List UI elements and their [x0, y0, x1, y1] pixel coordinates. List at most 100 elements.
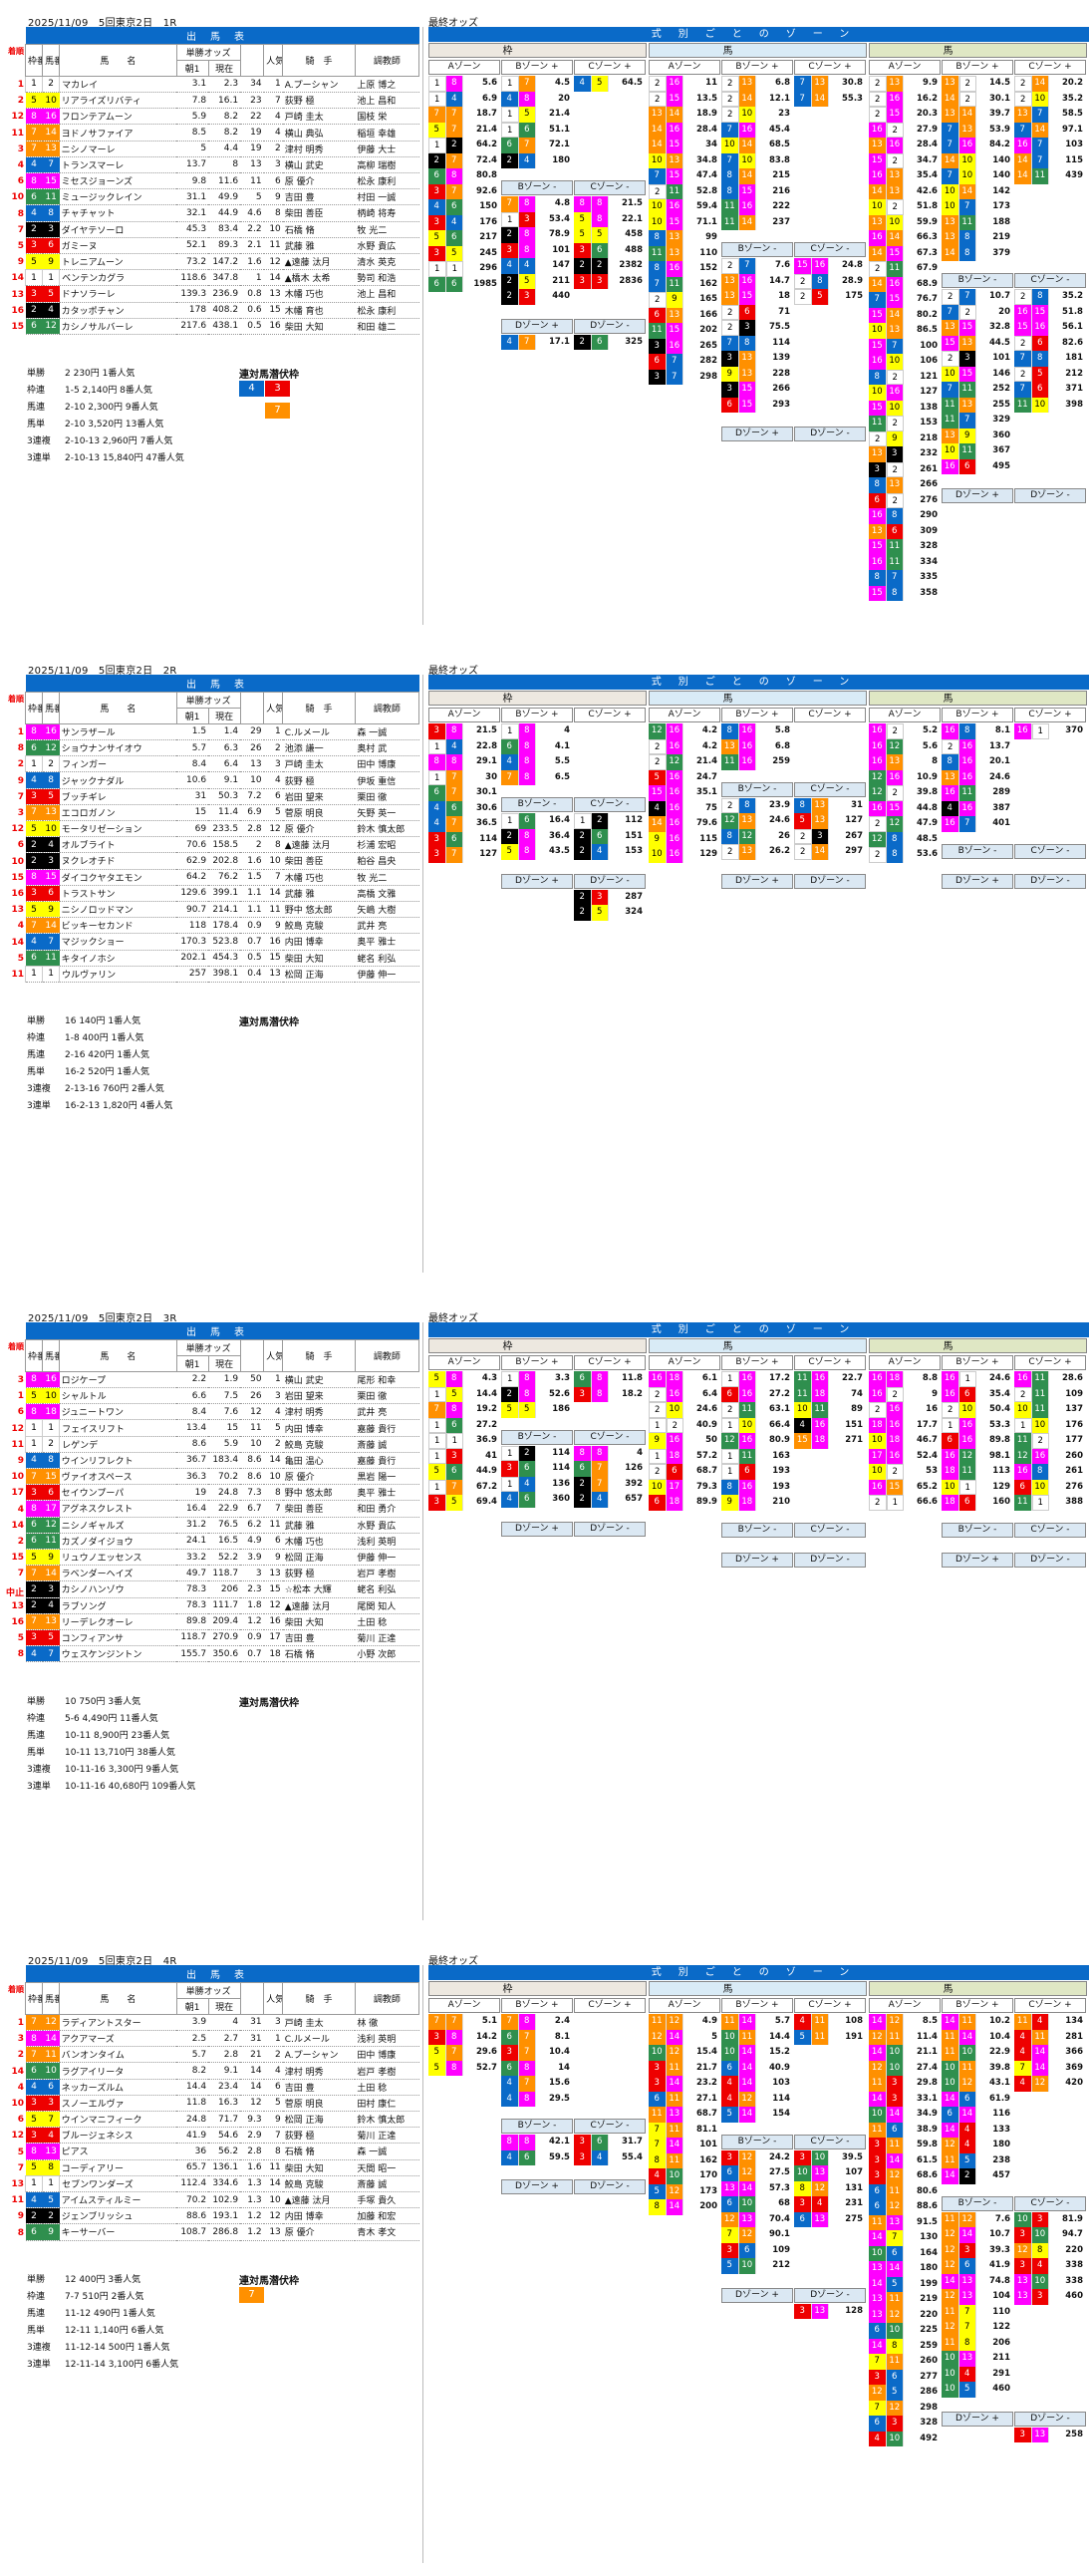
odds-row[interactable]: 3 2 261 — [869, 461, 941, 477]
odds-row[interactable]: 7 8 181 — [1014, 351, 1086, 367]
odds-row[interactable]: 2 7 10.7 — [942, 289, 1013, 305]
odds-row[interactable]: 12 8 48.5 — [869, 831, 941, 847]
table-row[interactable]: 8 17 アグネスクレスト 16.4 22.9 6.7 7 柴田 善臣 和田 勇介 — [25, 1500, 419, 1518]
odds-row[interactable]: 1 4 136 — [501, 1476, 573, 1492]
odds-row[interactable]: 6 7 30.1 — [428, 785, 500, 801]
odds-row[interactable]: 12 16 4.2 — [649, 723, 720, 739]
table-row[interactable]: 7 13 リーデレクオーレ 89.8 209.4 1.2 16 柴田 大知 土田 稔 — [25, 1613, 419, 1630]
odds-row[interactable]: 16 8 261 — [1014, 1464, 1086, 1480]
odds-row[interactable]: 5 12 173 — [649, 2183, 720, 2199]
table-row[interactable]: 1 1 ウルヴァリン 257 398.1 0.4 13 松岡 正海 伊藤 伸一 — [24, 965, 419, 983]
odds-row[interactable]: 8 16 5.8 — [721, 723, 793, 739]
horse-name[interactable]: スノーエルヴァ — [59, 2095, 177, 2113]
odds-row[interactable]: 16 8 290 — [869, 508, 941, 524]
horse-name[interactable]: ラブソング — [59, 1597, 177, 1614]
odds-row[interactable]: 12 13 104 — [942, 2289, 1013, 2305]
odds-row[interactable]: 1 3 53.4 — [501, 211, 573, 227]
odds-row[interactable]: 10 14 68.5 — [721, 138, 793, 153]
odds-row[interactable]: 15 16 56.1 — [1014, 320, 1086, 336]
odds-row[interactable]: 6 10 276 — [1014, 1479, 1086, 1495]
horse-name[interactable]: ウインリフレクト — [59, 1452, 177, 1470]
odds-row[interactable]: 10 13 211 — [942, 2351, 1013, 2367]
odds-row[interactable]: 16 1 370 — [1014, 723, 1086, 739]
odds-row[interactable]: 1 16 53.3 — [942, 1417, 1013, 1433]
horse-name[interactable]: ジャックナダル — [59, 771, 177, 789]
odds-row[interactable]: 10 7 173 — [942, 199, 1013, 215]
odds-row[interactable]: 11 16 222 — [721, 199, 793, 215]
odds-row[interactable]: 4 16 151 — [794, 1417, 866, 1433]
odds-row[interactable]: 16 10 106 — [869, 354, 941, 370]
odds-row[interactable]: 2 8 35.2 — [1014, 289, 1086, 305]
odds-row[interactable]: 14 4 133 — [942, 2122, 1013, 2138]
odds-row[interactable]: 5 11 191 — [794, 2029, 866, 2045]
odds-row[interactable]: 3 7 298 — [649, 369, 720, 385]
table-row[interactable]: 2 3 ダイヤテソーロ 45.3 83.4 2.2 10 石橋 脩牧 光二 — [25, 221, 419, 238]
odds-row[interactable]: 3 16 265 — [649, 338, 720, 354]
odds-row[interactable]: 13 6 309 — [869, 523, 941, 539]
odds-row[interactable]: 7 12 298 — [869, 2400, 941, 2416]
odds-row[interactable]: 10 13 107 — [794, 2165, 866, 2181]
odds-row[interactable]: 11 3 29.8 — [869, 2076, 941, 2092]
odds-row[interactable]: 17 16 52.4 — [869, 1448, 941, 1464]
odds-row[interactable]: 2 3 75.5 — [721, 320, 793, 336]
horse-name[interactable]: ガミーヌ — [59, 237, 177, 254]
odds-row[interactable]: 14 8 379 — [942, 245, 1013, 261]
odds-row[interactable]: 11 2 177 — [1014, 1433, 1086, 1449]
odds-row[interactable]: 15 18 271 — [794, 1433, 866, 1449]
odds-row[interactable]: 1 11 163 — [721, 1448, 793, 1464]
odds-row[interactable]: 3 8 14.2 — [428, 2029, 500, 2045]
odds-row[interactable]: 11 7 329 — [942, 413, 1013, 429]
odds-row[interactable]: 3 13 139 — [721, 351, 793, 367]
odds-row[interactable]: 4 6 30.6 — [428, 800, 500, 816]
odds-row[interactable]: 11 2 153 — [869, 416, 941, 431]
odds-row[interactable]: 16 12 5.6 — [869, 738, 941, 754]
odds-row[interactable]: 10 11 137 — [1014, 1402, 1086, 1418]
odds-row[interactable]: 6 12 88.6 — [869, 2199, 941, 2215]
horse-name[interactable]: エコロガノン — [59, 804, 177, 822]
odds-row[interactable]: 10 16 127 — [869, 385, 941, 401]
odds-row[interactable]: 6 11 27.1 — [649, 2091, 720, 2107]
horse-name[interactable]: ジェンブリッシュ — [59, 2207, 177, 2225]
odds-row[interactable]: 4 10 492 — [869, 2431, 941, 2446]
odds-row[interactable]: 6 13 166 — [649, 307, 720, 323]
table-row[interactable]: 8 15 ダイコクヤタエモン 64.2 76.2 1.5 7 木幡 巧也牧 光二 — [25, 869, 419, 886]
odds-row[interactable]: 4 6 59.5 — [501, 2149, 573, 2165]
odds-row[interactable]: 16 2 5.2 — [869, 723, 941, 739]
horse-name[interactable]: モータリゼーション — [59, 820, 177, 838]
odds-row[interactable]: 14 13 74.8 — [942, 2273, 1013, 2289]
odds-row[interactable]: 10 2 51.8 — [869, 199, 941, 215]
odds-row[interactable]: 3 8 101 — [501, 242, 573, 258]
horse-name[interactable]: ダイコクヤタエモン — [59, 869, 177, 886]
odds-row[interactable]: 11 6 38.9 — [869, 2122, 941, 2138]
odds-row[interactable]: 12 14 5 — [649, 2029, 720, 2045]
odds-row[interactable]: 6 8 11.8 — [574, 1371, 646, 1387]
odds-row[interactable]: 2 2 2382 — [574, 258, 646, 274]
odds-row[interactable]: 11 14 10.4 — [942, 2029, 1013, 2045]
table-row[interactable]: 5 10 モータリゼーション 69 233.5 2.8 12 原 優介 鈴木 慎太郎 — [25, 820, 419, 838]
odds-row[interactable]: 1 7 67.2 — [428, 1479, 500, 1495]
odds-row[interactable]: 3 5 245 — [428, 245, 500, 261]
odds-row[interactable]: 6 13 275 — [794, 2211, 866, 2227]
horse-name[interactable]: カタッポチャン — [59, 302, 177, 319]
odds-row[interactable]: 13 14 180 — [869, 2261, 941, 2277]
odds-row[interactable]: 10 1 129 — [942, 1479, 1013, 1495]
odds-row[interactable]: 2 11 52.8 — [649, 183, 720, 199]
odds-row[interactable]: 9 16 115 — [649, 831, 720, 847]
odds-row[interactable]: 2 14 297 — [794, 844, 866, 860]
odds-row[interactable]: 6 16 89.8 — [942, 1433, 1013, 1449]
odds-row[interactable]: 15 8 358 — [869, 585, 941, 601]
odds-row[interactable]: 10 4 291 — [942, 2366, 1013, 2382]
odds-row[interactable]: 7 15 47.4 — [649, 168, 720, 184]
odds-row[interactable]: 4 14 103 — [721, 2076, 793, 2092]
odds-row[interactable]: 1 2 112 — [574, 813, 646, 829]
odds-row[interactable]: 16 13 35.4 — [869, 168, 941, 184]
odds-row[interactable]: 7 13 53.9 — [942, 122, 1013, 138]
odds-row[interactable]: 11 8 206 — [942, 2335, 1013, 2351]
odds-row[interactable]: 16 13 8 — [869, 754, 941, 770]
odds-row[interactable]: 7 10 83.8 — [721, 152, 793, 168]
odds-row[interactable]: 6 14 116 — [942, 2107, 1013, 2123]
odds-row[interactable]: 14 5 199 — [869, 2276, 941, 2292]
odds-row[interactable]: 7 14 55.3 — [794, 91, 866, 107]
odds-row[interactable]: 16 14 66.3 — [869, 230, 941, 246]
odds-row[interactable]: 2 6 82.6 — [1014, 335, 1086, 351]
